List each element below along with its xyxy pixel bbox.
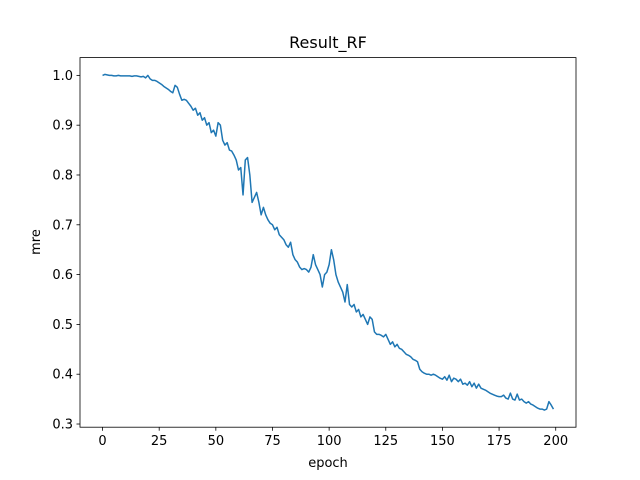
x-tick-label: 125 xyxy=(373,434,398,449)
x-tick-label: 50 xyxy=(208,434,225,449)
line-series xyxy=(102,73,555,411)
y-tick-label: 1.0 xyxy=(52,69,73,84)
y-tick-label: 0.5 xyxy=(52,318,73,333)
x-tick-label: 200 xyxy=(543,434,568,449)
x-tick-label: 25 xyxy=(151,434,168,449)
x-tick-label: 100 xyxy=(317,434,342,449)
y-tick-label: 0.6 xyxy=(52,268,73,283)
y-axis-label: mre xyxy=(29,229,44,255)
x-tick-label: 75 xyxy=(264,434,281,449)
y-tick-label: 0.4 xyxy=(52,368,73,383)
axes-frame xyxy=(79,57,577,428)
y-tick-label: 0.7 xyxy=(52,218,73,233)
x-tick-label: 175 xyxy=(487,434,512,449)
y-tick-label: 0.9 xyxy=(52,119,73,134)
y-tick-label: 0.8 xyxy=(52,168,73,183)
y-tick-label: 0.3 xyxy=(52,418,73,433)
chart-title: Result_RF xyxy=(289,33,367,53)
x-tick-label: 0 xyxy=(98,434,106,449)
x-tick-label: 150 xyxy=(430,434,455,449)
x-axis-label: epoch xyxy=(308,456,348,471)
